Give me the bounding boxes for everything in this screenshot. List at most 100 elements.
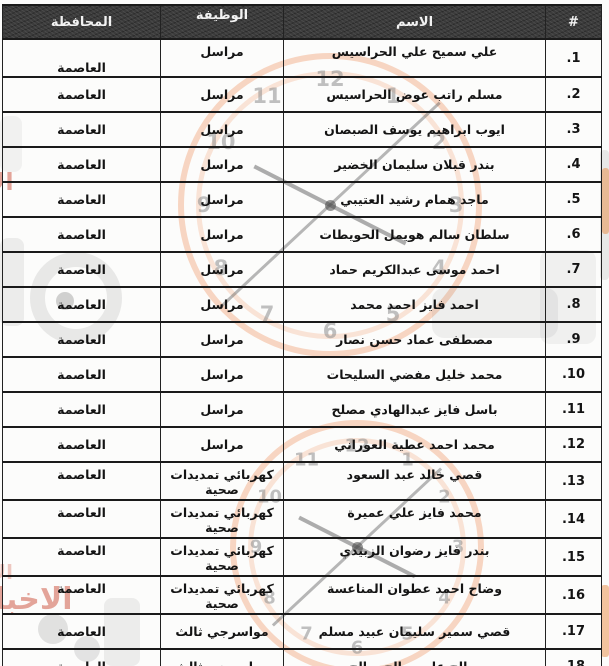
governorate-cell: العاصمة xyxy=(2,391,161,428)
job-cell: مراسل xyxy=(160,216,284,253)
name-cell: محمد خليل مفضي السليحات xyxy=(283,356,546,393)
name-cell: سلطان سالم هويمل الحويطات xyxy=(283,216,546,253)
table-row: .1 علي سميح علي الحراسيس مراسل العاصمة xyxy=(2,38,602,78)
governorate-cell: العاصمة xyxy=(2,111,161,148)
header-name: الاسم xyxy=(283,4,546,40)
name-cell: وضاح احمد عطوان المناعسة xyxy=(283,575,546,615)
job-cell: مراسل xyxy=(160,251,284,288)
table-row: .11 باسل فايز عبدالهادي مصلح مراسل العاص… xyxy=(2,391,602,428)
job-cell: مراسل xyxy=(160,38,284,78)
table-row: .10 محمد خليل مفضي السليحات مراسل العاصم… xyxy=(2,356,602,393)
name-cell: محمد احمد عطية العوراني xyxy=(283,426,546,463)
job-cell: مراسل xyxy=(160,111,284,148)
governorate-cell: العاصمة xyxy=(2,648,161,666)
employee-roster-table: # الاسم الوظيفة المحافظة .1 علي سميح علي… xyxy=(2,4,602,666)
table-row: .5 ماجد همام رشيد العتيبي مراسل العاصمة xyxy=(2,181,602,218)
name-cell: ماجد همام رشيد العتيبي xyxy=(283,181,546,218)
row-number-cell: .12 xyxy=(545,426,602,463)
row-number-cell: .1 xyxy=(545,38,602,78)
row-number-cell: .14 xyxy=(545,499,602,539)
table-row: .2 مسلم راتب عوض الحراسيس مراسل العاصمة xyxy=(2,76,602,113)
name-cell: قصي سمير سليمان عبيد مسلم xyxy=(283,613,546,650)
row-number-cell: .10 xyxy=(545,356,602,393)
governorate-cell: العاصمة xyxy=(2,251,161,288)
name-cell: ايوب ابراهيم يوسف الصبصان xyxy=(283,111,546,148)
name-cell: بندر فايز رضوان الزبيدي xyxy=(283,537,546,577)
name-cell: مصطفى عماد حسن نصار xyxy=(283,321,546,358)
governorate-cell: العاصمة xyxy=(2,537,161,577)
job-cell: كهربائي تمديدات صحية xyxy=(160,499,284,539)
governorate-cell: العاصمة xyxy=(2,613,161,650)
governorate-cell: العاصمة xyxy=(2,146,161,183)
row-number-cell: .11 xyxy=(545,391,602,428)
row-number-cell: .18 xyxy=(545,648,602,666)
logo-orange-fragment xyxy=(602,168,609,234)
governorate-cell: العاصمة xyxy=(2,181,161,218)
name-cell: بندر قبلان سليمان الخضير xyxy=(283,146,546,183)
table-row: .17 قصي سمير سليمان عبيد مسلم مواسرجي ثا… xyxy=(2,613,602,650)
name-cell: صالح علي صالح صالح xyxy=(283,648,546,666)
row-number-cell: .3 xyxy=(545,111,602,148)
job-cell: كهربائي تمديدات صحية xyxy=(160,575,284,615)
table-row: .6 سلطان سالم هويمل الحويطات مراسل العاص… xyxy=(2,216,602,253)
row-number-cell: .2 xyxy=(545,76,602,113)
row-number-cell: .7 xyxy=(545,251,602,288)
job-cell: مراسل xyxy=(160,146,284,183)
job-cell: مراسل xyxy=(160,76,284,113)
job-cell: مواسرجي ثالث xyxy=(160,613,284,650)
governorate-cell: العاصمة xyxy=(2,426,161,463)
row-number-cell: .16 xyxy=(545,575,602,615)
table-body: .1 علي سميح علي الحراسيس مراسل العاصمة .… xyxy=(2,38,602,666)
header-job: الوظيفة xyxy=(160,4,284,40)
table-row: .16 وضاح احمد عطوان المناعسة كهربائي تمد… xyxy=(2,575,602,615)
table-row: .3 ايوب ابراهيم يوسف الصبصان مراسل العاص… xyxy=(2,111,602,148)
job-cell: مراسل xyxy=(160,391,284,428)
governorate-cell: العاصمة xyxy=(2,499,161,539)
row-number-cell: .8 xyxy=(545,286,602,323)
job-cell: مراسل xyxy=(160,286,284,323)
row-number-cell: .13 xyxy=(545,461,602,501)
table-row: .13 قصي خالد عبد السعود كهربائي تمديدات … xyxy=(2,461,602,501)
table-row: .8 احمد فايز احمد محمد مراسل العاصمة xyxy=(2,286,602,323)
logo-orange-fragment xyxy=(601,585,609,657)
governorate-cell: العاصمة xyxy=(2,575,161,615)
table-row: .15 بندر فايز رضوان الزبيدي كهربائي تمدي… xyxy=(2,537,602,577)
header-governorate: المحافظة xyxy=(2,4,161,40)
table-row: .14 محمد فايز علي عميرة كهربائي تمديدات … xyxy=(2,499,602,539)
job-cell: مواسرجي ثالث xyxy=(160,648,284,666)
row-number-cell: .15 xyxy=(545,537,602,577)
job-cell: كهربائي تمديدات صحية xyxy=(160,461,284,501)
job-cell: مراسل xyxy=(160,181,284,218)
name-cell: محمد فايز علي عميرة xyxy=(283,499,546,539)
job-cell: مراسل xyxy=(160,321,284,358)
name-cell: مسلم راتب عوض الحراسيس xyxy=(283,76,546,113)
header-number: # xyxy=(545,4,602,40)
governorate-cell: العاصمة xyxy=(2,216,161,253)
governorate-cell: العاصمة xyxy=(2,321,161,358)
table-row: .12 محمد احمد عطية العوراني مراسل العاصم… xyxy=(2,426,602,463)
governorate-cell: العاصمة xyxy=(2,76,161,113)
governorate-cell: العاصمة xyxy=(2,461,161,501)
table-row: .4 بندر قبلان سليمان الخضير مراسل العاصم… xyxy=(2,146,602,183)
name-cell: احمد فايز احمد محمد xyxy=(283,286,546,323)
table-row: .9 مصطفى عماد حسن نصار مراسل العاصمة xyxy=(2,321,602,358)
row-number-cell: .6 xyxy=(545,216,602,253)
row-number-cell: .5 xyxy=(545,181,602,218)
name-cell: قصي خالد عبد السعود xyxy=(283,461,546,501)
header-row: # الاسم الوظيفة المحافظة xyxy=(2,4,602,40)
name-cell: علي سميح علي الحراسيس xyxy=(283,38,546,78)
table-row: .18 صالح علي صالح صالح مواسرجي ثالث العا… xyxy=(2,648,602,666)
governorate-cell: العاصمة xyxy=(2,38,161,78)
name-cell: احمد موسى عبدالكريم حماد xyxy=(283,251,546,288)
job-cell: مراسل xyxy=(160,356,284,393)
row-number-cell: .17 xyxy=(545,613,602,650)
governorate-cell: العاصمة xyxy=(2,356,161,393)
name-cell: باسل فايز عبدالهادي مصلح xyxy=(283,391,546,428)
row-number-cell: .9 xyxy=(545,321,602,358)
job-cell: مراسل xyxy=(160,426,284,463)
job-cell: كهربائي تمديدات صحية xyxy=(160,537,284,577)
governorate-cell: العاصمة xyxy=(2,286,161,323)
table-row: .7 احمد موسى عبدالكريم حماد مراسل العاصم… xyxy=(2,251,602,288)
row-number-cell: .4 xyxy=(545,146,602,183)
